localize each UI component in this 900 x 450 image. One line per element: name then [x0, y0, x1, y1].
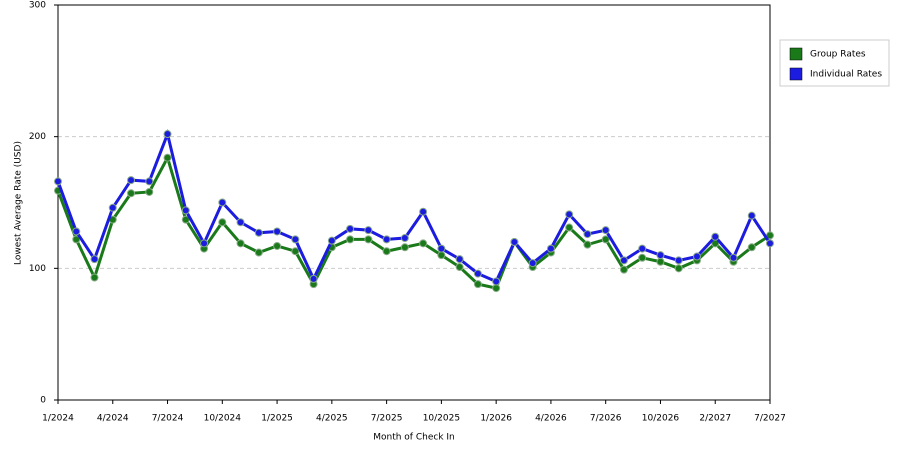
point: [492, 277, 501, 286]
x-tick-label: 1/2024: [42, 414, 74, 424]
legend-swatch: [789, 47, 803, 61]
x-tick-label: 1/2025: [261, 414, 293, 424]
point: [291, 235, 300, 244]
point: [656, 251, 665, 260]
point: [90, 255, 99, 264]
point: [473, 280, 482, 289]
x-tick-label: 4/2025: [316, 414, 348, 424]
point: [346, 224, 355, 233]
point: [90, 273, 99, 282]
point: [492, 284, 501, 293]
legend-swatch: [789, 67, 803, 81]
point: [437, 244, 446, 253]
legend-label: Group Rates: [810, 50, 866, 60]
point: [218, 198, 227, 207]
x-tick-label: 4/2026: [535, 414, 567, 424]
point: [711, 232, 720, 241]
point: [291, 247, 300, 256]
x-tick-label: 2/2027: [699, 414, 731, 424]
point: [127, 176, 136, 185]
point: [546, 244, 555, 253]
point: [364, 235, 373, 244]
point: [145, 177, 154, 186]
x-tick-label: 10/2026: [642, 414, 680, 424]
point: [638, 253, 647, 262]
x-tick-label: 7/2026: [590, 414, 622, 424]
point: [254, 228, 263, 237]
point: [382, 247, 391, 256]
point: [364, 226, 373, 235]
x-tick-label: 10/2024: [204, 414, 242, 424]
series-line: [56, 128, 772, 284]
point: [565, 210, 574, 219]
point: [601, 226, 610, 235]
point: [638, 244, 647, 253]
point: [473, 269, 482, 278]
point: [619, 256, 628, 265]
point: [273, 241, 282, 250]
x-tick-label: 10/2025: [423, 414, 460, 424]
point: [236, 239, 245, 248]
point: [346, 235, 355, 244]
x-tick-label: 7/2025: [371, 414, 403, 424]
point: [163, 153, 172, 162]
point: [528, 259, 537, 268]
point: [400, 234, 409, 243]
point: [200, 239, 209, 248]
point: [127, 189, 136, 198]
point: [455, 255, 464, 264]
y-tick-label: 100: [29, 264, 46, 274]
point: [382, 235, 391, 244]
point: [72, 227, 81, 236]
point: [729, 253, 738, 262]
point: [419, 207, 428, 216]
point: [565, 223, 574, 232]
plot-frame: [57, 4, 771, 401]
point: [674, 256, 683, 265]
point: [510, 238, 519, 246]
point: [218, 218, 227, 227]
x-tick-label: 4/2024: [97, 414, 129, 424]
point: [163, 130, 172, 139]
point: [747, 211, 756, 220]
point: [145, 187, 154, 196]
y-tick-label: 200: [29, 132, 46, 142]
series-line: [56, 153, 771, 290]
x-tick-label: 1/2026: [480, 414, 512, 424]
point: [108, 203, 117, 212]
legend-label: Individual Rates: [810, 70, 882, 80]
point: [309, 274, 318, 283]
y-axis-title: Lowest Average Rate (USD): [14, 141, 24, 265]
point: [254, 248, 263, 257]
point: [327, 236, 336, 245]
point: [455, 263, 464, 272]
point: [437, 251, 446, 260]
point: [419, 239, 428, 248]
point: [54, 177, 62, 186]
point: [692, 252, 701, 261]
x-tick-label: 7/2027: [754, 414, 786, 424]
point: [400, 243, 409, 252]
point: [273, 227, 282, 236]
x-tick-label: 7/2024: [152, 414, 184, 424]
point: [583, 240, 592, 249]
x-axis-title: Month of Check In: [373, 433, 455, 443]
point: [619, 265, 628, 274]
point: [583, 230, 592, 239]
point: [601, 235, 610, 244]
y-tick-label: 300: [29, 1, 46, 11]
point: [236, 218, 245, 227]
point: [766, 239, 774, 248]
point: [747, 243, 756, 252]
point: [656, 257, 665, 266]
point: [181, 206, 190, 215]
point: [674, 264, 683, 273]
y-tick-label: 0: [40, 396, 46, 406]
